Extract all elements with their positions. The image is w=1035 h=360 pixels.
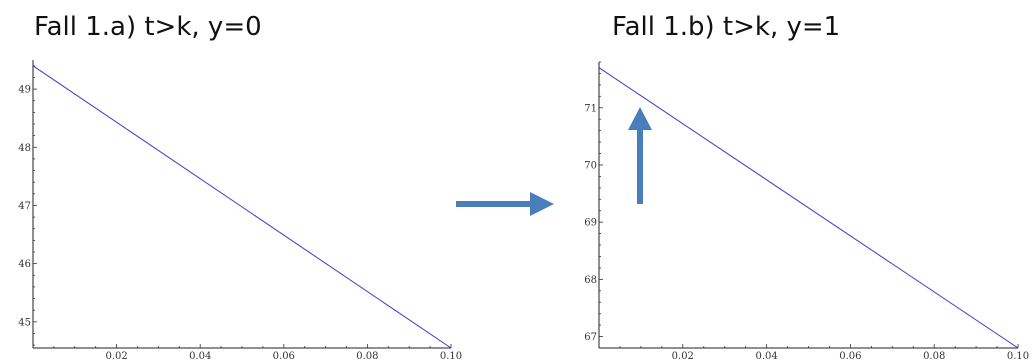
chart-a-title: Fall 1.a) t>k, y=0	[34, 12, 262, 42]
up-arrow-head	[628, 107, 652, 130]
chart-a-y-tick-label: 49	[18, 85, 31, 96]
chart-b-x-tick-label: 0.06	[839, 351, 861, 360]
chart-b-x-tick-label: 0.08	[923, 351, 945, 360]
chart-a-x-tick-label: 0.10	[440, 351, 462, 360]
chart-b-x-tick-label: 0.10	[1007, 351, 1029, 360]
chart-a-y-tick-label: 46	[18, 259, 31, 270]
chart-b-y-tick-label: 70	[584, 160, 597, 171]
chart-a-y-tick-label: 47	[18, 201, 31, 212]
chart-b-title: Fall 1.b) t>k, y=1	[612, 12, 841, 42]
chart-b-x-tick-label: 0.02	[672, 351, 694, 360]
chart-a-series-line	[32, 65, 452, 349]
chart-a-y-tick-label: 45	[18, 317, 31, 328]
chart-a-x-tick-label: 0.06	[273, 351, 295, 360]
chart-b-series-line	[598, 67, 1019, 349]
chart-a-x-tick-label: 0.04	[189, 351, 211, 360]
chart-a-y-tick-label: 48	[18, 143, 31, 154]
chart-a-x-tick-label: 0.02	[105, 351, 127, 360]
chart-b-y-tick-label: 67	[584, 332, 597, 343]
chart-b-x-tick-label: 0.04	[755, 351, 777, 360]
chart-b-y-tick-label: 68	[584, 275, 597, 286]
chart-b-y-tick-label: 69	[584, 218, 597, 229]
right-arrow-head	[530, 192, 554, 216]
chart-b-y-tick-label: 71	[584, 103, 597, 114]
chart-a-x-tick-label: 0.08	[356, 351, 378, 360]
